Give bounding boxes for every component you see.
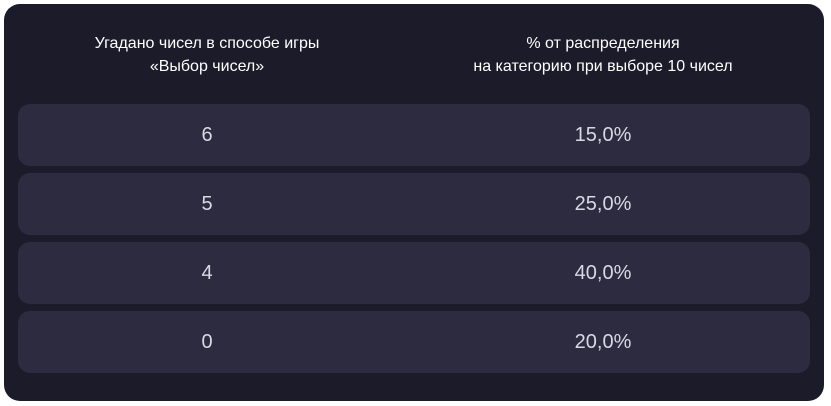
table-row: 6 15,0% bbox=[18, 104, 810, 166]
table-row: 4 40,0% bbox=[18, 242, 810, 304]
table-row: 0 20,0% bbox=[18, 311, 810, 373]
guessed-count-cell: 4 bbox=[201, 262, 213, 284]
header-distribution-percent: % от распределения на категорию при выбо… bbox=[473, 35, 733, 75]
percent-cell: 40,0% bbox=[574, 262, 632, 284]
percent-cell: 25,0% bbox=[574, 193, 632, 215]
table-body: 6 15,0% 5 25,0% 4 40,0% 0 20,0% bbox=[18, 104, 810, 380]
guessed-count-cell: 5 bbox=[201, 193, 213, 215]
percent-cell: 20,0% bbox=[574, 331, 632, 353]
percent-cell: 15,0% bbox=[574, 124, 632, 146]
table-row: 5 25,0% bbox=[18, 173, 810, 235]
table-header: Угадано чисел в способе игры «Выбор чисе… bbox=[18, 32, 810, 88]
guessed-count-cell: 0 bbox=[201, 331, 213, 353]
prize-distribution-table: Угадано чисел в способе игры «Выбор чисе… bbox=[4, 4, 824, 401]
guessed-count-cell: 6 bbox=[201, 124, 213, 146]
header-guessed-numbers: Угадано чисел в способе игры «Выбор чисе… bbox=[94, 35, 320, 75]
